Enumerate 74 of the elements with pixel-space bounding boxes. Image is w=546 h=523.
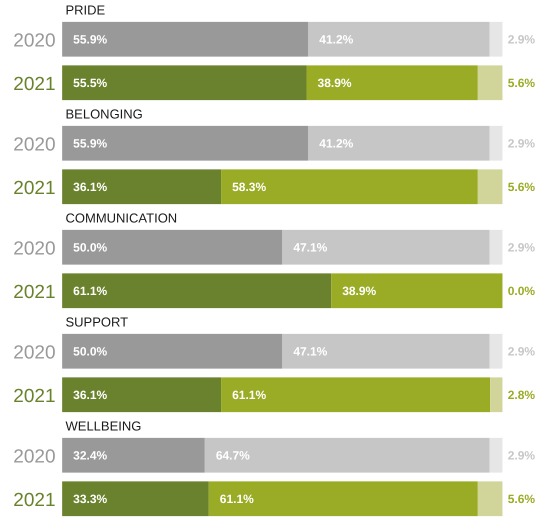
bar	[282, 334, 490, 369]
chart-title: BELONGING	[66, 106, 143, 122]
data-label: 5.6%	[508, 180, 536, 194]
data-label: 61.1%	[220, 492, 254, 506]
data-label: 55.9%	[73, 136, 108, 150]
data-label: 58.3%	[232, 180, 266, 194]
data-label: 61.1%	[232, 388, 266, 402]
data-label: 55.5%	[73, 76, 108, 90]
y-tick-label: 2020	[13, 134, 56, 156]
bar	[62, 273, 332, 308]
bar	[62, 65, 307, 100]
data-label: 38.9%	[318, 76, 352, 90]
bar	[62, 334, 282, 369]
data-label: 2.9%	[508, 448, 536, 462]
data-label: 41.2%	[319, 32, 354, 46]
bar	[208, 481, 478, 516]
y-tick-label: 2021	[13, 282, 56, 303]
y-tick-label: 2021	[13, 386, 56, 407]
bar	[221, 169, 478, 204]
bar	[62, 481, 209, 516]
y-tick-label: 2020	[13, 342, 56, 364]
bar	[282, 230, 490, 265]
bar	[490, 126, 502, 161]
data-label: 64.7%	[216, 448, 250, 462]
chart-title: WELLBEING	[66, 418, 142, 434]
bar	[478, 481, 502, 516]
bar	[62, 169, 222, 204]
bar	[221, 377, 490, 412]
bar	[490, 230, 502, 265]
bar	[204, 438, 490, 473]
bar	[62, 230, 282, 265]
y-tick-label: 2021	[13, 178, 56, 199]
bar	[331, 273, 502, 308]
data-label: 33.3%	[73, 492, 108, 506]
y-tick-label: 2020	[13, 238, 56, 260]
y-tick-label: 2020	[13, 30, 56, 52]
data-label: 2.9%	[508, 136, 536, 150]
data-label: 0.0%	[508, 284, 536, 298]
data-label: 41.2%	[319, 136, 354, 150]
chart-title: SUPPORT	[66, 314, 128, 330]
bar	[490, 377, 502, 412]
bar	[62, 438, 205, 473]
bar	[490, 334, 502, 369]
bar	[62, 377, 222, 412]
data-label: 2.8%	[508, 388, 536, 402]
y-tick-label: 2021	[13, 74, 56, 95]
data-label: 2.9%	[508, 344, 536, 358]
data-label: 50.0%	[73, 344, 108, 358]
y-tick-label: 2021	[13, 490, 56, 511]
bar	[478, 65, 502, 100]
data-label: 36.1%	[73, 388, 108, 402]
data-label: 47.1%	[293, 240, 328, 254]
data-label: 61.1%	[73, 284, 108, 298]
data-label: 36.1%	[73, 180, 108, 194]
bar	[478, 169, 502, 204]
bar	[308, 22, 490, 57]
data-label: 2.9%	[508, 32, 536, 46]
chart-title: PRIDE	[66, 2, 106, 18]
bar	[490, 22, 502, 57]
bar	[308, 126, 490, 161]
data-label: 2.9%	[508, 240, 536, 254]
bar	[306, 65, 478, 100]
bar	[62, 22, 308, 57]
data-label: 5.6%	[508, 76, 536, 90]
data-label: 55.9%	[73, 32, 108, 46]
data-label: 38.9%	[342, 284, 377, 298]
y-tick-label: 2020	[13, 446, 56, 468]
bar	[62, 126, 308, 161]
data-label: 5.6%	[508, 492, 536, 506]
data-label: 32.4%	[73, 448, 108, 462]
data-label: 50.0%	[73, 240, 108, 254]
chart-title: COMMUNICATION	[66, 210, 178, 226]
bar	[490, 438, 502, 473]
data-label: 47.1%	[293, 344, 328, 358]
